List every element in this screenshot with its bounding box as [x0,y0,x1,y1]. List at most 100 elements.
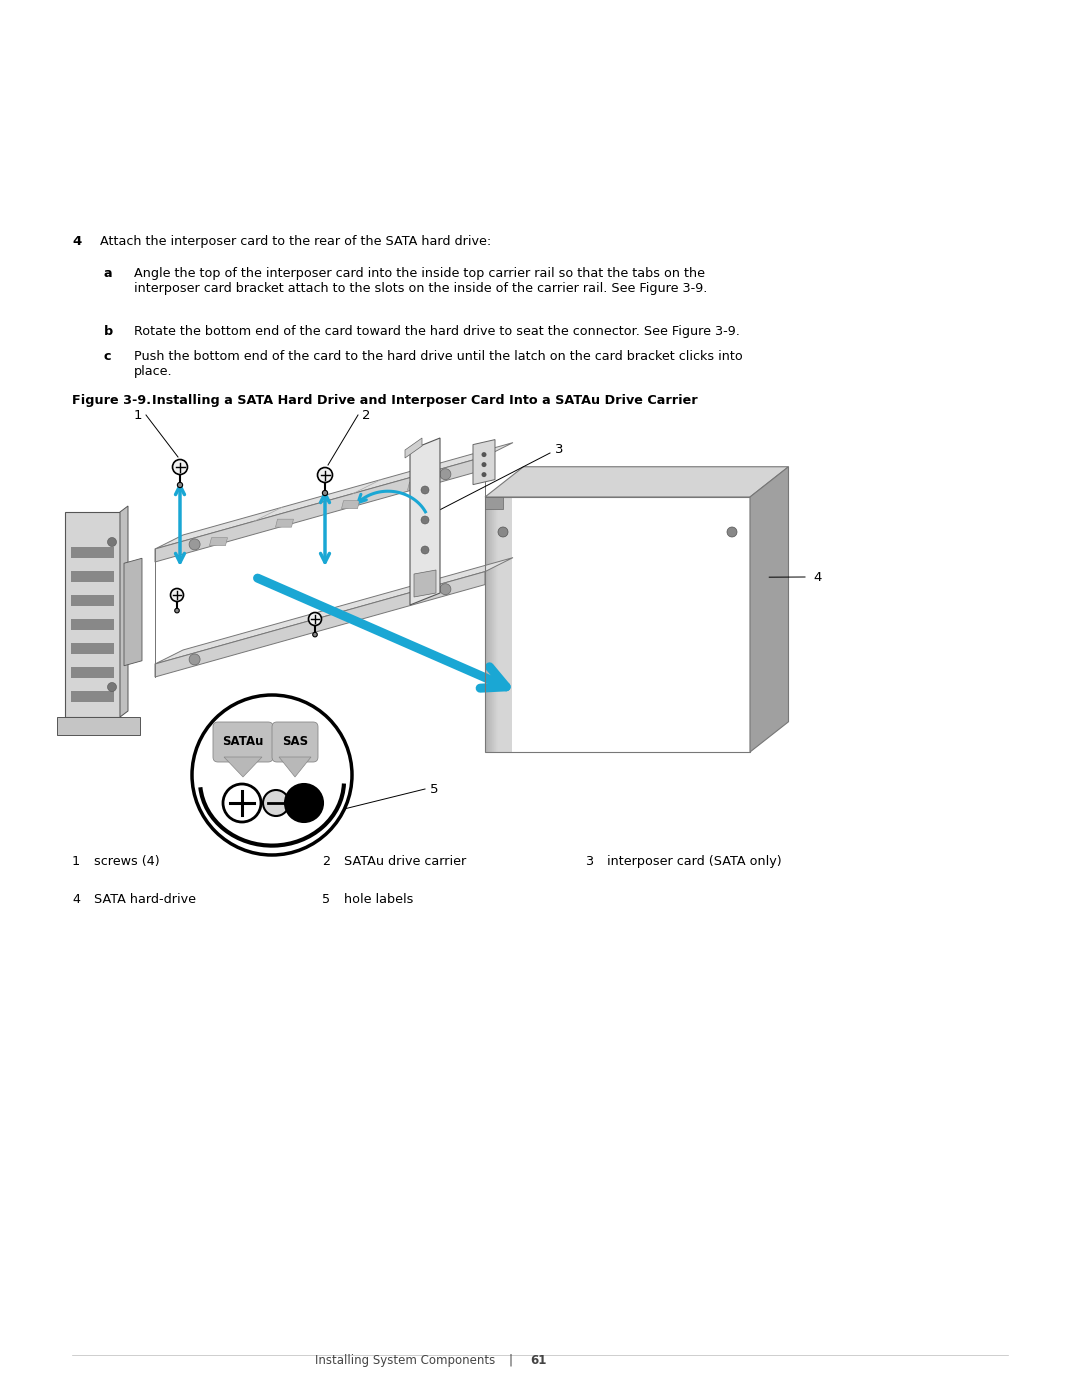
Polygon shape [488,497,502,752]
Text: |: | [508,1354,512,1368]
Polygon shape [496,497,510,752]
Polygon shape [487,497,501,752]
FancyBboxPatch shape [272,722,318,761]
Circle shape [498,527,508,536]
Polygon shape [495,497,509,752]
Circle shape [421,515,429,524]
Polygon shape [414,570,436,597]
Text: Angle the top of the interposer card into the inside top carrier rail so that th: Angle the top of the interposer card int… [134,267,707,295]
Polygon shape [495,497,509,752]
Polygon shape [156,571,485,678]
Text: 4: 4 [72,235,81,249]
Bar [71,643,114,654]
Polygon shape [279,757,311,777]
Text: Figure 3-9.: Figure 3-9. [72,394,151,407]
Circle shape [440,468,451,479]
Text: 1: 1 [134,408,141,422]
Circle shape [482,462,486,467]
Circle shape [421,486,429,495]
Polygon shape [491,497,505,752]
Polygon shape [486,497,500,752]
Polygon shape [156,557,513,664]
Circle shape [108,683,117,692]
Circle shape [173,460,188,475]
Text: interposer card (SATA only): interposer card (SATA only) [607,855,782,868]
Polygon shape [405,439,422,458]
Circle shape [285,784,323,821]
Polygon shape [492,497,508,752]
Circle shape [189,539,200,550]
Polygon shape [485,497,503,509]
Circle shape [108,538,117,546]
Bar [71,666,114,678]
Circle shape [727,527,737,536]
Text: hole labels: hole labels [345,893,414,907]
Bar [71,595,114,606]
Text: SATA hard-drive: SATA hard-drive [94,893,195,907]
Polygon shape [489,497,504,752]
Bar [71,548,114,557]
Text: b: b [104,326,113,338]
Text: 2: 2 [322,855,330,868]
Polygon shape [485,467,788,497]
Ellipse shape [192,694,352,855]
Polygon shape [210,538,228,546]
Text: Push the bottom end of the card to the hard drive until the latch on the card br: Push the bottom end of the card to the h… [134,351,743,379]
Text: 61: 61 [530,1354,546,1368]
Polygon shape [156,443,513,549]
Circle shape [482,453,486,457]
Polygon shape [120,506,129,717]
Circle shape [222,784,261,821]
Text: 4: 4 [72,893,80,907]
Polygon shape [485,497,499,752]
Text: SATAu: SATAu [222,735,264,747]
Text: 1: 1 [72,855,80,868]
Circle shape [175,608,179,613]
Text: 5: 5 [322,893,330,907]
Polygon shape [492,497,507,752]
Polygon shape [750,467,788,752]
Bar [71,692,114,703]
Circle shape [482,472,486,478]
Text: SAS: SAS [282,735,308,747]
Polygon shape [473,440,495,485]
Circle shape [322,490,327,496]
Polygon shape [489,497,503,752]
Polygon shape [275,520,294,527]
Circle shape [177,482,183,488]
Polygon shape [498,497,512,752]
Polygon shape [497,497,511,752]
Text: 3: 3 [555,443,564,455]
Bar [71,571,114,583]
Text: SATAu drive carrier: SATAu drive carrier [345,855,467,868]
Text: 5: 5 [430,782,438,795]
Text: Rotate the bottom end of the card toward the hard drive to seat the connector. S: Rotate the bottom end of the card toward… [134,326,740,338]
Polygon shape [491,497,505,752]
Text: screws (4): screws (4) [94,855,160,868]
Polygon shape [490,497,504,752]
Circle shape [440,584,451,595]
Polygon shape [224,757,262,777]
Circle shape [313,633,318,637]
Text: 3: 3 [585,855,593,868]
Polygon shape [494,497,508,752]
Text: Installing a SATA Hard Drive and Interposer Card Into a SATAu Drive Carrier: Installing a SATA Hard Drive and Interpo… [152,394,698,407]
Text: c: c [104,351,111,363]
FancyBboxPatch shape [213,722,273,761]
Circle shape [309,612,322,626]
Polygon shape [57,717,140,735]
Polygon shape [497,497,511,752]
Text: 2: 2 [362,408,370,422]
Circle shape [171,588,184,602]
Polygon shape [124,559,141,666]
Polygon shape [488,497,502,752]
Text: a: a [104,267,112,279]
Polygon shape [407,482,426,490]
Polygon shape [486,497,500,752]
Polygon shape [156,457,485,562]
Circle shape [264,789,289,816]
Polygon shape [65,511,120,717]
Text: 4: 4 [813,570,822,584]
Polygon shape [341,500,360,509]
Circle shape [318,468,333,482]
